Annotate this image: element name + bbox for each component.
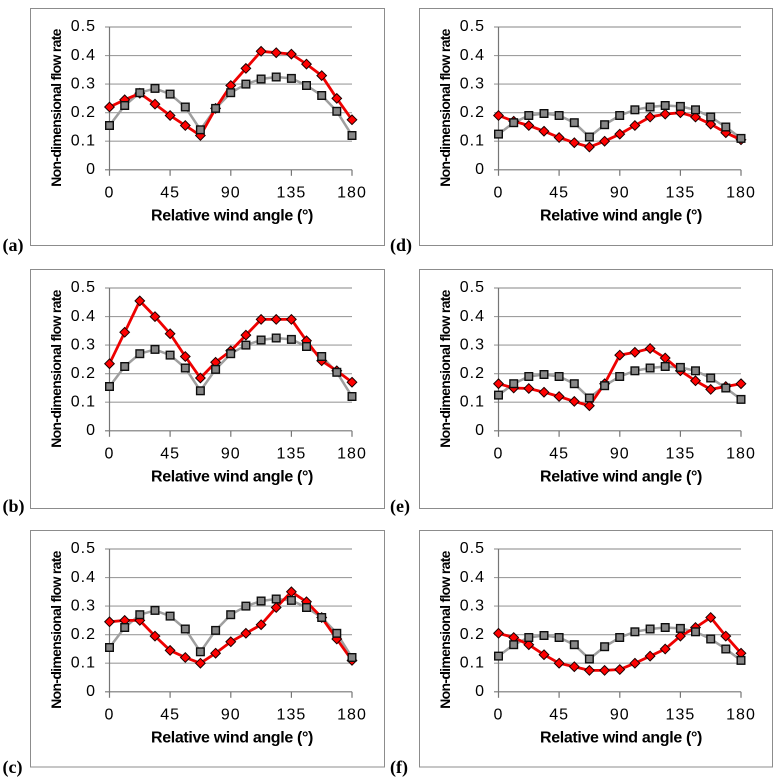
svg-text:0: 0 — [104, 706, 114, 723]
svg-text:90: 90 — [220, 706, 240, 723]
svg-text:0.2: 0.2 — [460, 104, 485, 121]
svg-text:0.5: 0.5 — [460, 279, 485, 296]
svg-text:0.3: 0.3 — [70, 75, 95, 92]
svg-text:0.1: 0.1 — [460, 393, 485, 410]
svg-text:Relative wind angle (°): Relative wind angle (°) — [540, 730, 702, 747]
svg-text:Non-dimensional flow rate: Non-dimensional flow rate — [437, 289, 453, 447]
svg-text:0.5: 0.5 — [70, 279, 95, 296]
svg-text:45: 45 — [549, 184, 569, 201]
svg-text:0.4: 0.4 — [70, 307, 95, 324]
svg-text:0.5: 0.5 — [460, 18, 485, 35]
svg-text:Relative wind angle (°): Relative wind angle (°) — [540, 208, 702, 225]
svg-text:90: 90 — [610, 445, 630, 462]
svg-text:0: 0 — [86, 422, 96, 439]
svg-text:Non-dimensional flow rate: Non-dimensional flow rate — [437, 550, 453, 708]
svg-text:0.2: 0.2 — [70, 364, 95, 381]
svg-text:Non-dimensional flow rate: Non-dimensional flow rate — [48, 289, 64, 447]
svg-text:0.1: 0.1 — [70, 654, 95, 671]
svg-text:Relative wind angle (°): Relative wind angle (°) — [151, 208, 313, 225]
svg-text:0.4: 0.4 — [460, 307, 485, 324]
svg-text:0: 0 — [86, 683, 96, 700]
svg-text:45: 45 — [160, 706, 180, 723]
svg-text:0.4: 0.4 — [70, 47, 95, 64]
svg-text:0.4: 0.4 — [70, 569, 95, 586]
svg-text:0.2: 0.2 — [460, 626, 485, 643]
svg-text:90: 90 — [610, 706, 630, 723]
svg-text:45: 45 — [549, 706, 569, 723]
svg-text:0.2: 0.2 — [70, 104, 95, 121]
svg-text:45: 45 — [549, 445, 569, 462]
svg-text:Relative wind angle (°): Relative wind angle (°) — [151, 730, 313, 747]
svg-text:180: 180 — [726, 184, 756, 201]
svg-text:0.3: 0.3 — [460, 75, 485, 92]
svg-text:0.1: 0.1 — [70, 132, 95, 149]
svg-text:Relative wind angle (°): Relative wind angle (°) — [540, 468, 702, 485]
svg-text:135: 135 — [276, 706, 306, 723]
svg-text:90: 90 — [220, 445, 240, 462]
svg-text:0: 0 — [494, 445, 504, 462]
svg-text:135: 135 — [276, 445, 306, 462]
svg-text:0.5: 0.5 — [70, 540, 95, 557]
svg-text:180: 180 — [337, 184, 367, 201]
svg-text:90: 90 — [610, 184, 630, 201]
svg-text:180: 180 — [726, 445, 756, 462]
svg-text:135: 135 — [666, 706, 696, 723]
svg-text:Non-dimensional flow rate: Non-dimensional flow rate — [437, 28, 453, 186]
svg-text:135: 135 — [276, 184, 306, 201]
svg-text:Non-dimensional flow rate: Non-dimensional flow rate — [48, 550, 64, 708]
svg-text:0.3: 0.3 — [460, 336, 485, 353]
svg-text:180: 180 — [337, 706, 367, 723]
svg-text:45: 45 — [160, 184, 180, 201]
svg-text:135: 135 — [666, 184, 696, 201]
svg-text:0.1: 0.1 — [460, 654, 485, 671]
svg-text:0.4: 0.4 — [460, 569, 485, 586]
svg-text:0.1: 0.1 — [460, 132, 485, 149]
svg-text:0: 0 — [475, 422, 485, 439]
svg-text:0: 0 — [104, 445, 114, 462]
svg-text:0: 0 — [475, 161, 485, 178]
svg-text:0.1: 0.1 — [70, 393, 95, 410]
svg-text:0.2: 0.2 — [70, 626, 95, 643]
svg-text:0.4: 0.4 — [460, 47, 485, 64]
svg-text:Relative wind angle (°): Relative wind angle (°) — [151, 468, 313, 485]
svg-text:90: 90 — [220, 184, 240, 201]
svg-text:180: 180 — [726, 706, 756, 723]
svg-text:45: 45 — [160, 445, 180, 462]
svg-text:0.5: 0.5 — [460, 540, 485, 557]
svg-text:0: 0 — [86, 161, 96, 178]
svg-text:0: 0 — [494, 184, 504, 201]
svg-text:0.2: 0.2 — [460, 364, 485, 381]
svg-text:0: 0 — [475, 683, 485, 700]
svg-text:180: 180 — [337, 445, 367, 462]
svg-text:0.3: 0.3 — [70, 336, 95, 353]
svg-text:0: 0 — [494, 706, 504, 723]
svg-text:0.5: 0.5 — [70, 18, 95, 35]
svg-text:135: 135 — [666, 445, 696, 462]
svg-text:Non-dimensional flow rate: Non-dimensional flow rate — [48, 28, 64, 186]
svg-text:0.3: 0.3 — [460, 597, 485, 614]
svg-text:0: 0 — [104, 184, 114, 201]
svg-text:0.3: 0.3 — [70, 597, 95, 614]
